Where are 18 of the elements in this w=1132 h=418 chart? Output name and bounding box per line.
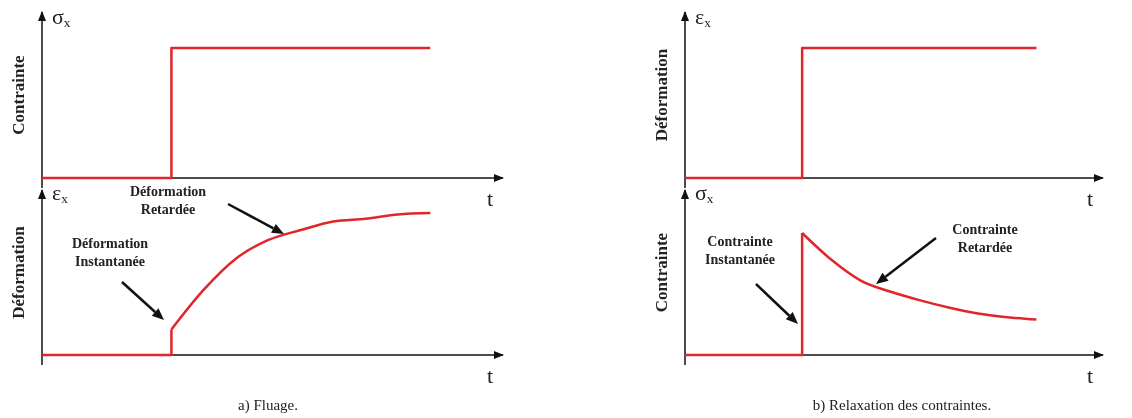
text: ε$_{x}$ [695, 4, 712, 31]
annotation: Contrainte Instantanée [704, 234, 776, 267]
y-axis-title: Contrainte [9, 54, 28, 135]
x-axis-title: t [487, 186, 494, 211]
annotation: Déformation Retardée [129, 184, 207, 217]
y-axis-title: Contrainte [652, 232, 671, 313]
y-axis-title: Déformation [652, 48, 671, 142]
x-axis-title: t [487, 363, 494, 388]
annotation: Contrainte Retardée [952, 222, 1018, 255]
text: σ$_{x}$ [52, 4, 71, 31]
text: b) Relaxation des contraintes. [812, 397, 992, 414]
annotation: Déformation Instantanée [71, 236, 149, 269]
x-axis-title: t [1087, 363, 1094, 388]
text: σ$_{x}$ [695, 180, 714, 207]
text: a) Fluage. [238, 397, 298, 414]
x-axis-title: t [1087, 186, 1094, 211]
y-axis-title: Déformation [9, 225, 28, 319]
text: ε$_{x}$ [52, 180, 69, 207]
